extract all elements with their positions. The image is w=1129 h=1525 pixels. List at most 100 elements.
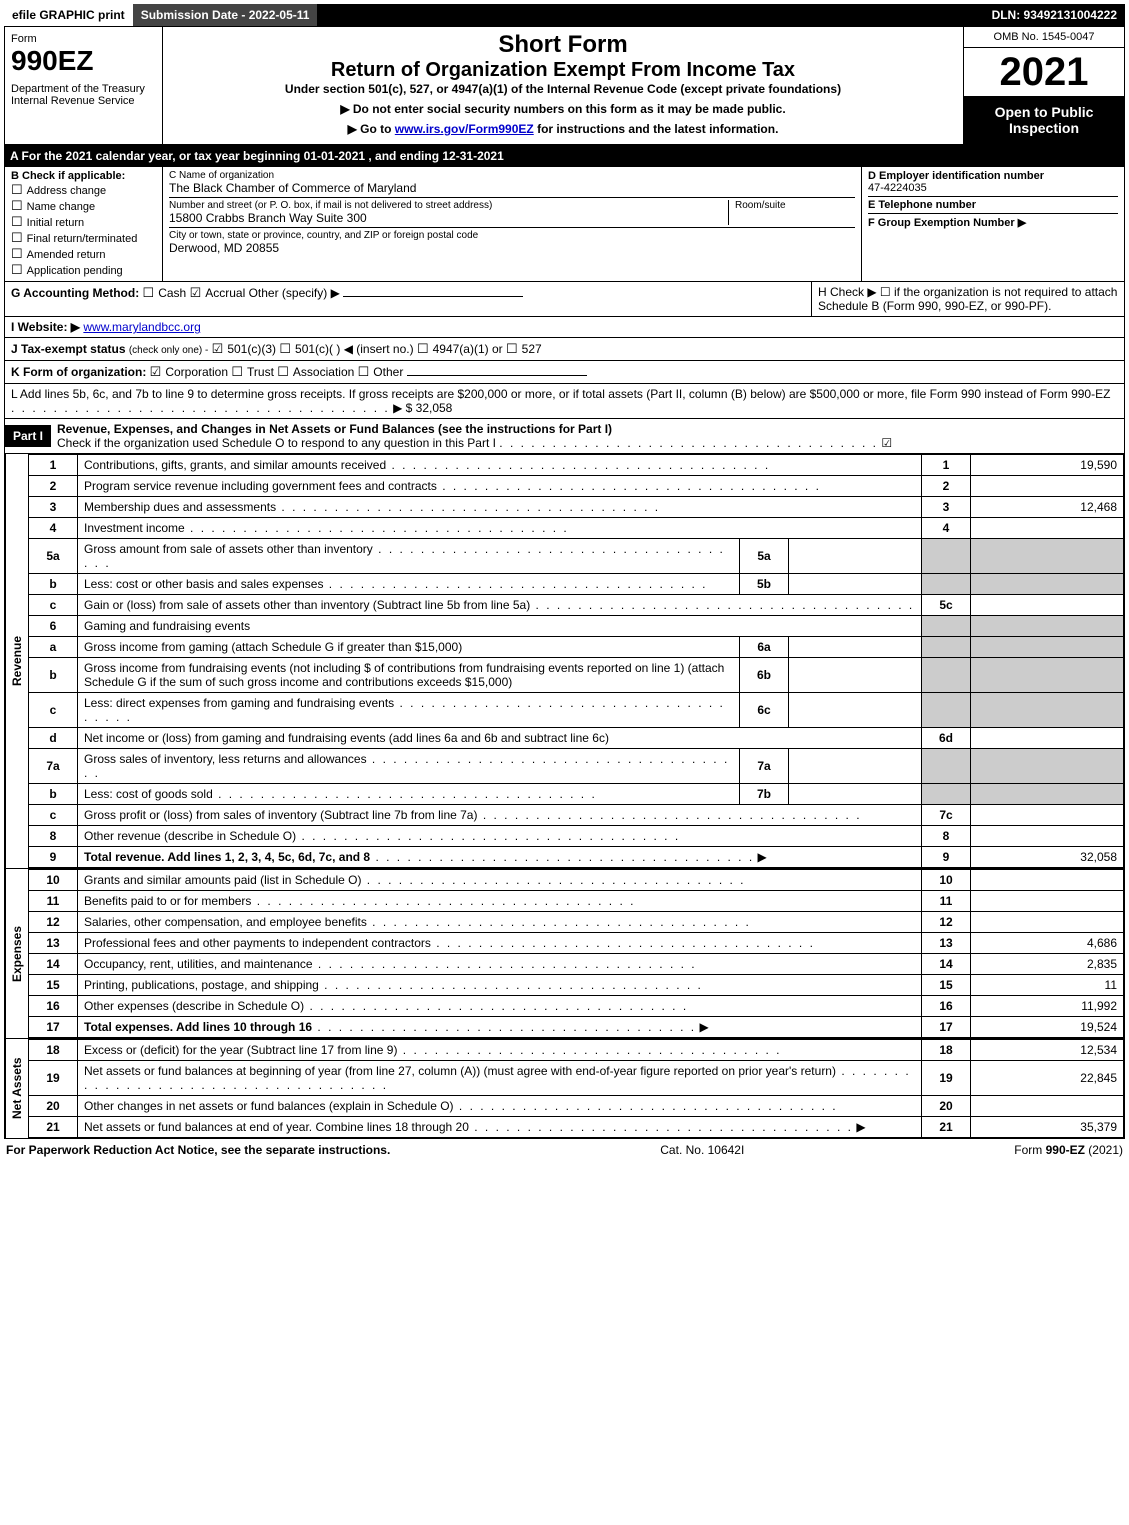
line-6: 6 Gaming and fundraising events — [29, 616, 1124, 637]
footer-right: Form 990-EZ (2021) — [1014, 1143, 1123, 1157]
chk-4947[interactable]: 4947(a)(1) or — [417, 342, 503, 356]
omb-number: OMB No. 1545-0047 — [964, 27, 1124, 48]
expenses-block: Expenses 10Grants and similar amounts pa… — [4, 869, 1125, 1039]
group-label: F Group Exemption Number ▶ — [868, 213, 1118, 229]
line-19: 19Net assets or fund balances at beginni… — [29, 1061, 1124, 1096]
chk-501c3[interactable]: 501(c)(3) — [212, 342, 276, 356]
other-specify-input[interactable] — [343, 296, 523, 297]
l1-amount: 19,590 — [971, 455, 1124, 476]
part1-title: Part I — [5, 425, 51, 447]
line-6c: c Less: direct expenses from gaming and … — [29, 693, 1124, 728]
line-j-label: J Tax-exempt status — [11, 342, 126, 356]
line-7a: 7a Gross sales of inventory, less return… — [29, 749, 1124, 784]
header-right: OMB No. 1545-0047 2021 Open to Public In… — [963, 27, 1124, 144]
chk-accrual[interactable]: Accrual — [190, 286, 246, 300]
website-link[interactable]: www.marylandbcc.org — [83, 320, 200, 334]
top-bar: efile GRAPHIC print Submission Date - 20… — [4, 4, 1125, 26]
line-l-text: L Add lines 5b, 6c, and 7b to line 9 to … — [11, 387, 1110, 401]
chk-cash[interactable]: Cash — [143, 286, 187, 300]
chk-other-org[interactable]: Other — [358, 365, 404, 379]
line-8: 8 Other revenue (describe in Schedule O)… — [29, 826, 1124, 847]
line-i: I Website: ▶ www.marylandbcc.org — [4, 317, 1125, 338]
netassets-vert-label: Net Assets — [5, 1039, 28, 1138]
open-public-box: Open to Public Inspection — [964, 96, 1124, 144]
box-c-name-label: C Name of organization — [169, 170, 855, 181]
line-l: L Add lines 5b, 6c, and 7b to line 9 to … — [4, 384, 1125, 419]
chk-527[interactable]: 527 — [506, 342, 542, 356]
city-row: City or town, state or province, country… — [169, 227, 855, 255]
return-subtitle: Under section 501(c), 527, or 4947(a)(1)… — [169, 82, 957, 96]
line-g: G Accounting Method: Cash Accrual Other … — [5, 282, 811, 316]
submission-date: Submission Date - 2022-05-11 — [133, 4, 318, 26]
revenue-block: Revenue 1 Contributions, gifts, grants, … — [4, 454, 1125, 869]
phone-label: E Telephone number — [868, 196, 1118, 211]
ein-label: D Employer identification number — [868, 170, 1118, 182]
line-6d: d Net income or (loss) from gaming and f… — [29, 728, 1124, 749]
tax-year: 2021 — [964, 48, 1124, 96]
l1-num: 1 — [29, 455, 78, 476]
revenue-vert-label: Revenue — [5, 454, 28, 868]
arrow-icon: ▶ — [758, 850, 767, 864]
line-20: 20Other changes in net assets or fund ba… — [29, 1096, 1124, 1117]
org-name: The Black Chamber of Commerce of Marylan… — [169, 181, 855, 195]
line-j: J Tax-exempt status (check only one) - 5… — [4, 338, 1125, 361]
header-center: Short Form Return of Organization Exempt… — [163, 27, 963, 144]
form-word: Form — [11, 33, 156, 45]
other-org-input[interactable] — [407, 375, 587, 376]
line-j-sub: (check only one) - — [129, 345, 208, 356]
chk-initial-return[interactable]: Initial return — [11, 214, 156, 230]
chk-corp[interactable]: Corporation — [150, 365, 228, 379]
chk-assoc[interactable]: Association — [277, 365, 354, 379]
short-form-title: Short Form — [169, 31, 957, 59]
ein-value: 47-4224035 — [868, 182, 1118, 194]
gh-row: G Accounting Method: Cash Accrual Other … — [4, 282, 1125, 317]
revenue-table: 1 Contributions, gifts, grants, and simi… — [28, 454, 1124, 868]
netassets-block: Net Assets 18Excess or (deficit) for the… — [4, 1039, 1125, 1139]
line-5c: c Gain or (loss) from sale of assets oth… — [29, 595, 1124, 616]
line-15: 15Printing, publications, postage, and s… — [29, 975, 1124, 996]
line-9: 9 Total revenue. Add lines 1, 2, 3, 4, 5… — [29, 847, 1124, 868]
instr-link-row: ▶ Go to www.irs.gov/Form990EZ for instru… — [169, 122, 957, 136]
line-5a: 5a Gross amount from sale of assets othe… — [29, 539, 1124, 574]
line-18: 18Excess or (deficit) for the year (Subt… — [29, 1040, 1124, 1061]
chk-final-return[interactable]: Final return/terminated — [11, 230, 156, 246]
l1-box: 1 — [922, 455, 971, 476]
footer-left: For Paperwork Reduction Act Notice, see … — [6, 1143, 390, 1157]
line-h: H Check ▶ ☐ if the organization is not r… — [811, 282, 1124, 316]
line-k-label: K Form of organization: — [11, 365, 146, 379]
chk-application-pending[interactable]: Application pending — [11, 262, 156, 278]
street-label: Number and street (or P. O. box, if mail… — [169, 200, 728, 211]
line-1: 1 Contributions, gifts, grants, and simi… — [29, 455, 1124, 476]
line-4: 4 Investment income 4 — [29, 518, 1124, 539]
chk-address-change[interactable]: Address change — [11, 182, 156, 198]
line-10: 10Grants and similar amounts paid (list … — [29, 870, 1124, 891]
chk-amended-return[interactable]: Amended return — [11, 246, 156, 262]
line-3: 3 Membership dues and assessments 3 12,4… — [29, 497, 1124, 518]
line-11: 11Benefits paid to or for members11 — [29, 891, 1124, 912]
box-b-title: B Check if applicable: — [11, 170, 156, 182]
street-row: Number and street (or P. O. box, if mail… — [169, 197, 855, 225]
form-number: 990EZ — [11, 45, 156, 77]
footer: For Paperwork Reduction Act Notice, see … — [4, 1139, 1125, 1161]
part1-heading: Revenue, Expenses, and Changes in Net As… — [57, 422, 612, 436]
part1-check-o-box[interactable]: ☑ — [881, 436, 892, 450]
return-title: Return of Organization Exempt From Incom… — [169, 59, 957, 82]
line-16: 16Other expenses (describe in Schedule O… — [29, 996, 1124, 1017]
dln-label: DLN: 93492131004222 — [984, 4, 1125, 26]
instr-ssn: ▶ Do not enter social security numbers o… — [169, 102, 957, 116]
part1-check-o: Check if the organization used Schedule … — [57, 436, 496, 450]
dept-label: Department of the Treasury Internal Reve… — [11, 83, 156, 107]
room-label: Room/suite — [735, 200, 855, 211]
chk-name-change[interactable]: Name change — [11, 198, 156, 214]
bcd-row: B Check if applicable: Address change Na… — [4, 167, 1125, 282]
line-i-label: I Website: ▶ — [11, 320, 80, 334]
other-specify: Other (specify) ▶ — [249, 286, 340, 300]
chk-trust[interactable]: Trust — [231, 365, 274, 379]
form-header: Form 990EZ Department of the Treasury In… — [4, 26, 1125, 145]
chk-501c[interactable]: 501(c)( ) ◀ (insert no.) — [279, 342, 413, 356]
line-l-amount: 32,058 — [416, 401, 453, 415]
line-17: 17Total expenses. Add lines 10 through 1… — [29, 1017, 1124, 1038]
irs-link[interactable]: www.irs.gov/Form990EZ — [395, 122, 534, 136]
line-g-label: G Accounting Method: — [11, 286, 139, 300]
expenses-vert-label: Expenses — [5, 869, 28, 1038]
